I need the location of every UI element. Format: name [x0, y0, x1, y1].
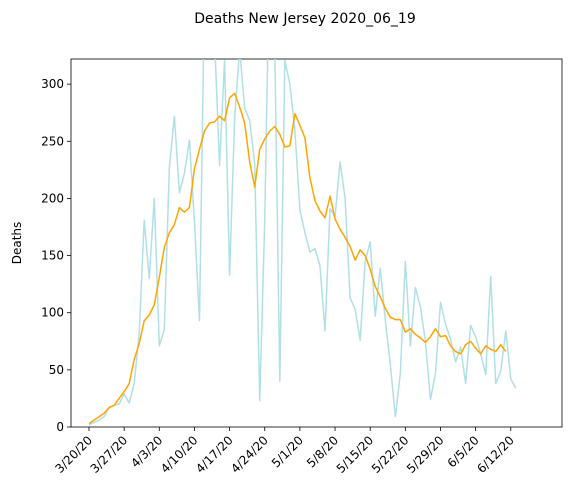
x-tick-label: 4/10/20: [158, 433, 201, 476]
moving-average-line: [89, 93, 506, 423]
x-tick-label: 3/27/20: [88, 433, 131, 476]
x-tick-label: 5/29/20: [404, 433, 447, 476]
x-tick-label: 5/15/20: [334, 433, 377, 476]
y-tick-label: 150: [41, 249, 64, 263]
y-tick-label: 50: [49, 363, 64, 377]
y-axis-label: Deaths: [10, 222, 24, 265]
y-axis: 0 50 100 150 200 250 300: [41, 77, 71, 434]
x-tick-label: 5/1/20: [269, 433, 306, 470]
y-tick-label: 0: [56, 420, 64, 434]
x-tick-label: 4/17/20: [193, 433, 236, 476]
x-tick-label: 4/24/20: [228, 433, 271, 476]
daily-deaths-line: [89, 0, 516, 425]
chart-title: Deaths New Jersey 2020_06_19: [194, 11, 415, 27]
plot-area: 0 50 100 150 200 250 300 3/20/203/27/204/3/204…: [41, 0, 562, 476]
y-tick-label: 200: [41, 191, 64, 205]
plot-frame: [71, 59, 562, 427]
x-tick-label: 5/22/20: [369, 433, 412, 476]
series-layer: [89, 0, 516, 425]
y-tick-label: 300: [41, 77, 64, 91]
y-tick-label: 250: [41, 134, 64, 148]
x-tick-label: 6/12/20: [474, 433, 517, 476]
x-tick-label: 3/20/20: [53, 433, 96, 476]
x-axis: 3/20/203/27/204/3/204/10/204/17/204/24/2…: [53, 427, 517, 476]
y-tick-label: 100: [41, 306, 64, 320]
